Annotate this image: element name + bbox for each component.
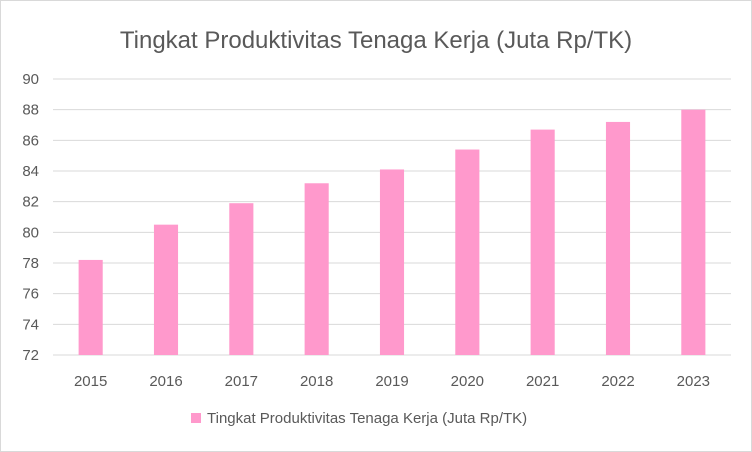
x-tick-label: 2016: [149, 373, 182, 390]
y-tick-label: 86: [22, 132, 39, 149]
x-axis: 2015 2016 2017 2018 2019 2020 2021 2022 2023: [74, 373, 710, 390]
bar-2020: [455, 149, 480, 355]
legend-label: Tingkat Produktivitas Tenaga Kerja (Juta…: [207, 410, 527, 427]
y-tick-label: 84: [22, 163, 39, 180]
x-tick-label: 2017: [225, 373, 258, 390]
y-tick-label: 72: [22, 347, 39, 364]
bars: [78, 109, 706, 356]
bar-2021: [530, 129, 555, 355]
bar-2018: [304, 183, 329, 355]
y-axis: 72 74 76 78 80 82 84 86 88 90: [22, 71, 39, 364]
x-tick-label: 2022: [601, 373, 634, 390]
y-tick-label: 76: [22, 286, 39, 303]
y-tick-label: 74: [22, 316, 39, 333]
bar-2016: [153, 224, 179, 355]
bar-2015: [78, 259, 103, 355]
chart-title: Tingkat Produktivitas Tenaga Kerja (Juta…: [120, 27, 632, 54]
bar-2023: [681, 109, 706, 356]
bar-2019: [379, 169, 405, 355]
x-tick-label: 2019: [375, 373, 408, 390]
x-tick-label: 2018: [300, 373, 333, 390]
y-tick-label: 80: [22, 224, 39, 241]
legend: Tingkat Produktivitas Tenaga Kerja (Juta…: [191, 410, 527, 427]
y-tick-label: 88: [22, 102, 39, 119]
x-tick-label: 2021: [526, 373, 559, 390]
y-tick-label: 78: [22, 255, 39, 272]
legend-swatch: [191, 413, 201, 423]
bar-2022: [605, 121, 631, 355]
x-tick-label: 2020: [451, 373, 484, 390]
x-tick-label: 2023: [677, 373, 710, 390]
y-tick-label: 82: [22, 194, 39, 211]
bar-2017: [229, 203, 254, 355]
y-tick-label: 90: [22, 71, 39, 88]
x-tick-label: 2015: [74, 373, 107, 390]
